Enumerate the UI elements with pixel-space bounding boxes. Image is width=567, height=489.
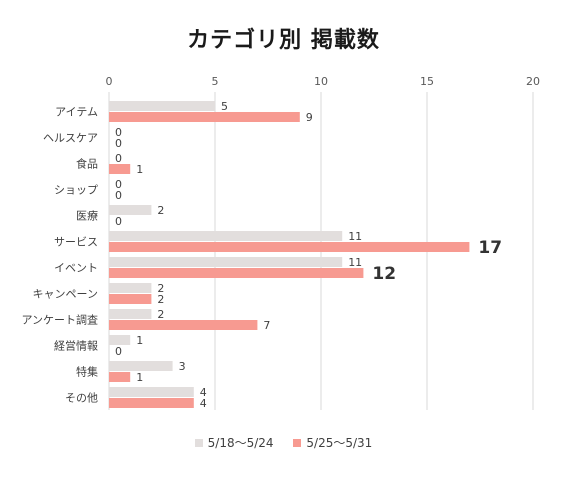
data-label-series-0: 11 [348,256,362,269]
legend-swatch-series-1 [293,438,302,447]
bars [109,101,470,408]
x-tick-label: 5 [212,75,219,88]
category-label: アイテム [55,106,98,119]
bar-series-1 [109,268,364,278]
legend-swatch-series-0 [194,438,203,447]
data-label-series-0: 0 [115,178,122,191]
category-label: イベント [54,262,98,275]
data-label-series-1: 1 [136,371,143,384]
data-label-series-0: 0 [115,152,122,165]
data-label-series-1: 0 [115,137,122,150]
data-label-series-1: 0 [115,189,122,202]
bar-series-0 [109,101,215,111]
x-axis-ticks: 0 5 10 15 20 [106,75,541,88]
data-label-series-1: 12 [372,264,396,284]
category-label: 特集 [76,365,98,379]
category-labels: アイテムヘルスケア食品ショップ医療サービスイベントキャンペーンアンケート調査経営… [21,106,98,405]
legend-label-series-0: 5/18～5/24 [207,436,274,450]
bar-series-0 [109,361,173,371]
data-label-series-0: 5 [221,100,228,113]
bar-series-0 [109,387,194,397]
legend-item-series-1: 5/25～5/31 [293,434,372,451]
data-label-series-1: 1 [136,163,143,176]
category-label: アンケート調査 [21,313,98,327]
bar-series-0 [109,335,131,345]
data-label-series-0: 2 [157,308,164,321]
chart-title: カテゴリ別 掲載数 [187,28,380,53]
x-tick-label: 15 [420,75,434,88]
bar-series-1 [109,320,258,330]
bar-series-1 [109,164,131,174]
bar-series-0 [109,309,152,319]
legend-label-series-1: 5/25～5/31 [306,436,373,450]
bar-series-1 [109,242,470,252]
category-label: その他 [65,392,98,405]
bar-series-1 [109,112,300,122]
data-label-series-1: 9 [306,111,313,124]
category-label: サービス [54,236,98,249]
data-label-series-1: 17 [478,238,502,258]
category-label: 医療 [76,209,98,223]
category-label: ショップ [54,184,98,197]
data-label-series-1: 4 [200,397,207,410]
bar-series-0 [109,283,152,293]
category-label: 経営情報 [54,339,98,353]
category-label: キャンペーン [33,288,98,301]
category-label: ヘルスケア [43,132,98,145]
data-label-series-0: 2 [157,282,164,295]
bar-series-0 [109,257,343,267]
bar-series-1 [109,398,194,408]
x-tick-label: 20 [526,75,540,88]
x-tick-label: 10 [314,75,328,88]
bar-series-1 [109,294,152,304]
bar-series-0 [109,231,343,241]
data-label-series-0: 1 [136,334,143,347]
legend-item-series-0: 5/18～5/24 [194,434,274,451]
bar-series-0 [109,205,152,215]
bar-series-1 [109,372,131,382]
x-tick-label: 0 [106,75,113,88]
data-label-series-0: 4 [200,386,207,399]
data-label-series-0: 0 [115,126,122,139]
data-label-series-1: 0 [115,215,122,228]
data-label-series-0: 3 [179,360,186,373]
legend: 5/18～5/24 5/25～5/31 [0,434,567,451]
category-label: 食品 [76,157,98,171]
data-label-series-0: 11 [348,230,362,243]
data-label-series-1: 2 [157,293,164,306]
data-label-series-1: 0 [115,345,122,358]
data-label-series-0: 2 [157,204,164,217]
data-label-series-1: 7 [263,319,270,332]
